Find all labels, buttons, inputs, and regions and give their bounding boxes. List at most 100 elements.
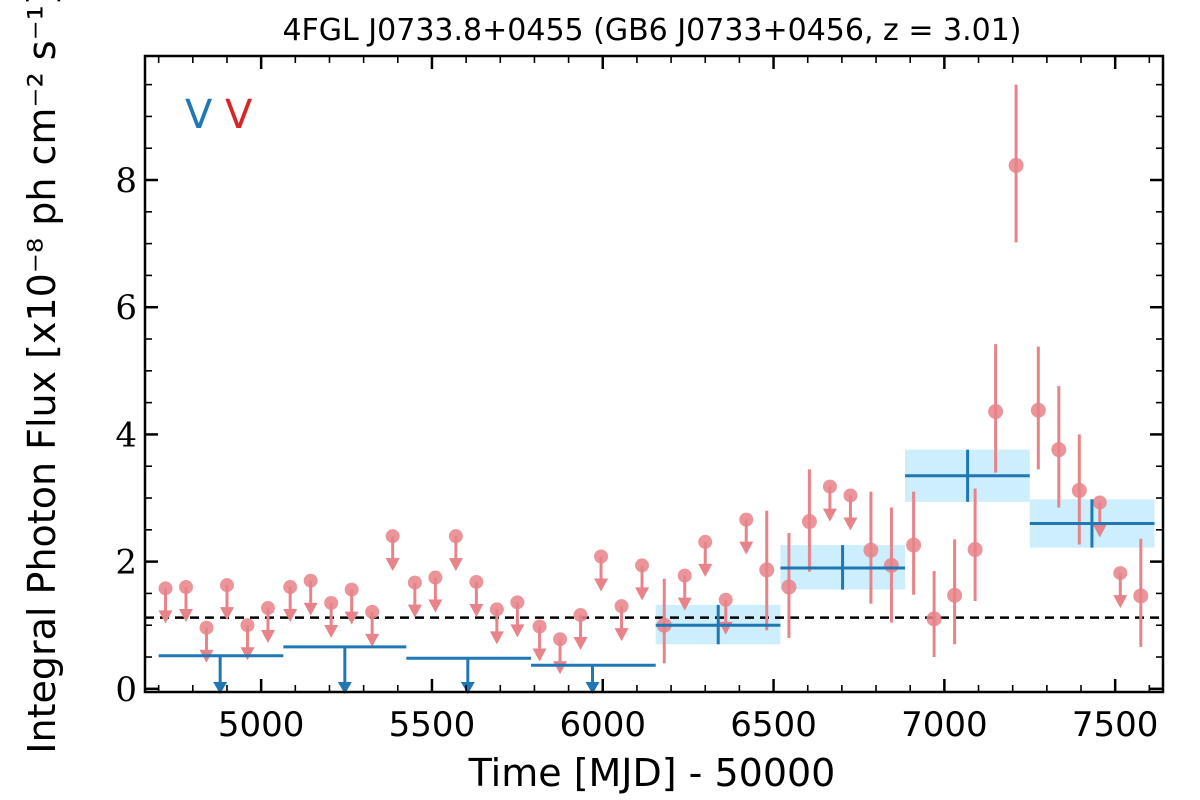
red-ul-point-16	[489, 602, 504, 617]
red-point-38	[947, 587, 963, 603]
blue-ul-arrow-2	[460, 682, 475, 694]
red-point-36	[906, 537, 922, 553]
red-ul-point-21	[594, 549, 609, 564]
red-ul-arrow-21	[594, 578, 609, 592]
x-tick-label-3: 6500	[730, 705, 817, 745]
red-ul-point-6	[283, 580, 298, 595]
red-ul-point-33	[843, 488, 858, 503]
red-ul-arrow-18	[532, 648, 547, 662]
red-ul-point-46	[1113, 566, 1128, 581]
red-point-44	[1071, 482, 1087, 498]
blue-ul-arrow-0	[213, 682, 228, 694]
red-ul-arrow-10	[365, 633, 380, 647]
red-ul-point-7	[303, 573, 318, 588]
red-ul-point-5	[260, 601, 275, 616]
red-ul-arrow-23	[635, 587, 650, 601]
red-ul-point-27	[718, 592, 733, 607]
red-point-37	[926, 611, 942, 627]
blue-ul-arrow-3	[585, 682, 600, 694]
legend-marker-red: V	[225, 92, 253, 138]
red-point-41	[1008, 157, 1024, 173]
red-ul-point-45	[1092, 495, 1107, 510]
legend-marker-blue: V	[185, 92, 213, 138]
red-ul-arrow-28	[739, 541, 754, 555]
red-ul-arrow-5	[260, 630, 275, 644]
red-ul-arrow-33	[843, 517, 858, 531]
red-point-43	[1051, 442, 1067, 458]
red-ul-arrow-45	[1092, 524, 1107, 538]
y-tick-label-1: 2	[115, 543, 137, 583]
red-point-34	[863, 542, 879, 558]
red-ul-point-32	[822, 479, 837, 494]
y-tick-label-0: 0	[115, 670, 137, 710]
red-ul-arrow-1	[178, 609, 193, 623]
red-point-42	[1030, 402, 1046, 418]
red-ul-arrow-0	[158, 610, 173, 624]
red-ul-point-23	[635, 558, 650, 573]
x-axis-label: Time [MJD] - 50000	[468, 751, 836, 795]
red-ul-point-19	[553, 632, 568, 647]
red-ul-arrow-11	[385, 558, 400, 572]
y-tick-label-2: 4	[115, 415, 137, 455]
red-ul-arrow-15	[469, 603, 484, 617]
y-tick-label-3: 6	[115, 288, 137, 328]
red-ul-arrow-8	[324, 624, 339, 638]
red-ul-arrow-12	[407, 604, 422, 618]
red-ul-arrow-46	[1113, 595, 1128, 609]
red-ul-point-12	[407, 575, 422, 590]
red-ul-arrow-20	[573, 637, 588, 651]
red-ul-point-22	[614, 599, 629, 614]
red-ul-arrow-22	[614, 628, 629, 642]
red-point-29	[759, 562, 775, 578]
red-ul-arrow-3	[219, 607, 234, 621]
red-ul-point-3	[219, 578, 234, 593]
red-ul-point-20	[573, 608, 588, 623]
red-ul-arrow-6	[283, 609, 298, 623]
red-ul-point-18	[532, 619, 547, 634]
red-ul-point-11	[385, 529, 400, 544]
red-ul-point-9	[344, 582, 359, 597]
red-point-35	[883, 557, 899, 573]
legend: V V	[185, 92, 253, 138]
x-tick-label-1: 5500	[389, 705, 476, 745]
blue-ul-arrow-1	[337, 682, 352, 694]
red-point-30	[781, 579, 797, 595]
y-tick-label-4: 8	[115, 161, 137, 201]
red-ul-point-17	[510, 595, 525, 610]
red-ul-arrow-19	[553, 661, 568, 675]
red-point-40	[988, 404, 1004, 420]
red-ul-point-10	[365, 604, 380, 619]
red-ul-point-2	[199, 620, 214, 635]
red-ul-arrow-14	[448, 558, 463, 572]
red-ul-point-1	[178, 580, 193, 595]
red-point-39	[967, 542, 983, 558]
red-ul-point-13	[428, 570, 443, 585]
red-ul-point-28	[739, 512, 754, 527]
coarse-bin-points	[158, 449, 1155, 694]
red-ul-arrow-7	[303, 602, 318, 616]
x-tick-label-2: 6000	[559, 705, 646, 745]
red-ul-point-8	[324, 595, 339, 610]
red-point-31	[801, 514, 817, 530]
red-point-47	[1133, 588, 1149, 604]
red-ul-arrow-4	[240, 647, 255, 661]
red-ul-arrow-25	[677, 597, 692, 611]
red-ul-arrow-16	[489, 631, 504, 645]
red-ul-point-25	[677, 568, 692, 583]
red-ul-point-15	[469, 574, 484, 589]
red-ul-arrow-32	[822, 508, 837, 522]
red-ul-point-26	[698, 534, 713, 549]
plot-frame	[143, 54, 1165, 694]
y-axis-label: Integral Photon Flux [x10⁻⁸ ph cm⁻² s⁻¹]	[20, 0, 64, 754]
x-tick-label-0: 5000	[218, 705, 305, 745]
fine-bin-points	[158, 84, 1149, 675]
chart-title: 4FGL J0733.8+0455 (GB6 J0733+0456, z = 3…	[282, 13, 1021, 48]
x-tick-label-4: 7000	[901, 705, 988, 745]
x-tick-label-5: 7500	[1072, 705, 1159, 745]
red-ul-point-4	[240, 618, 255, 633]
red-ul-arrow-9	[344, 611, 359, 625]
red-ul-arrow-17	[510, 624, 525, 638]
red-ul-arrow-26	[698, 563, 713, 577]
axes: 5000 5500 6000 6500 7000 7500 0 2 4 6 8	[115, 54, 1165, 745]
